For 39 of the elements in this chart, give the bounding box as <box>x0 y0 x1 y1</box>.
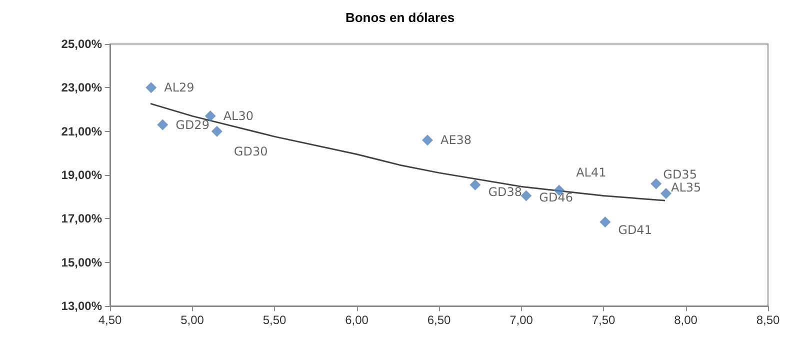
point <box>600 216 611 228</box>
y-tick-label: 17,00% <box>61 212 102 226</box>
x-tick-label: 6,00 <box>345 313 369 327</box>
x-tick-label: 7,00 <box>510 313 534 327</box>
x-tick-label: 6,50 <box>427 313 451 327</box>
annotation: AL35 <box>671 180 702 195</box>
annotation: GD46 <box>539 190 573 205</box>
point <box>422 134 433 146</box>
point <box>520 190 532 202</box>
x-tick-label: 5,00 <box>180 313 204 327</box>
x-tick-label: 8,50 <box>756 313 780 327</box>
point <box>211 126 222 137</box>
point <box>204 110 216 122</box>
annotation: GD38 <box>488 184 522 199</box>
annotation: AL41 <box>576 165 606 180</box>
annotation: GD35 <box>663 168 697 182</box>
point <box>650 178 662 190</box>
x-tick-label: 5,50 <box>262 313 286 327</box>
point <box>146 82 157 94</box>
annotation: AE38 <box>440 133 472 148</box>
y-tick-label: 25,00% <box>61 37 102 51</box>
y-tick-label: 19,00% <box>61 168 102 182</box>
annotation: GD41 <box>618 222 652 237</box>
x-tick-label: 4,50 <box>98 313 122 327</box>
annotation: GD29 <box>176 118 210 132</box>
x-tick-label: 7,50 <box>592 313 616 327</box>
chart-title: Bonos en dólares <box>345 10 455 25</box>
y-tick-label: 13,00% <box>61 299 102 313</box>
point <box>470 179 481 190</box>
point <box>157 119 168 130</box>
annotation: GD30 <box>234 144 268 158</box>
annotation: AL30 <box>223 109 254 124</box>
line-series <box>150 103 666 202</box>
y-tick-label: 15,00% <box>61 255 102 270</box>
point <box>660 188 672 200</box>
x-tick-label: 8,00 <box>674 313 698 327</box>
annotation: AL29 <box>164 80 194 95</box>
y-tick-label: 23,00% <box>61 80 102 95</box>
y-tick-label: 21,00% <box>61 124 102 138</box>
